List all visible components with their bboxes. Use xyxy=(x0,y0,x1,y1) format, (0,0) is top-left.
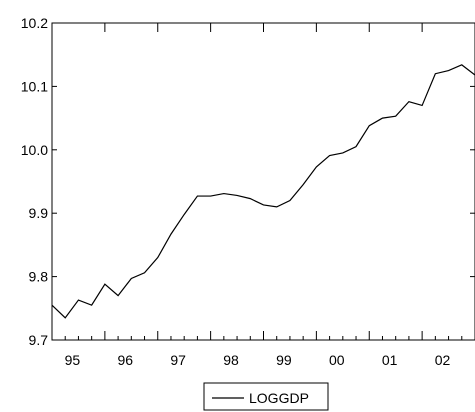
x-tick-label: 00 xyxy=(329,352,345,368)
x-tick-label: 98 xyxy=(223,352,239,368)
legend-label: LOGGDP xyxy=(249,390,309,406)
x-tick-label: 95 xyxy=(65,352,81,368)
x-tick-label: 99 xyxy=(276,352,292,368)
y-tick-label: 9.8 xyxy=(29,269,49,285)
plot-frame xyxy=(51,22,475,341)
x-tick-label: 01 xyxy=(382,352,398,368)
y-tick-label: 9.7 xyxy=(29,332,49,348)
legend: LOGGDP xyxy=(203,382,329,411)
x-tick-label: 97 xyxy=(170,352,186,368)
x-axis-ticks: 95 96 97 98 99 00 01 02 xyxy=(65,23,463,368)
legend-box xyxy=(203,382,329,411)
y-tick-label: 10.2 xyxy=(21,15,48,31)
y-tick-label: 10.0 xyxy=(21,142,48,158)
x-tick-label: 96 xyxy=(118,352,134,368)
x-tick-label: 02 xyxy=(435,352,451,368)
y-tick-label: 10.1 xyxy=(21,78,48,94)
series-line-loggdp xyxy=(51,64,475,319)
y-tick-label: 9.9 xyxy=(29,205,49,221)
y-axis-ticks: 9.7 9.8 9.9 10.0 10.1 10.2 xyxy=(21,15,475,348)
